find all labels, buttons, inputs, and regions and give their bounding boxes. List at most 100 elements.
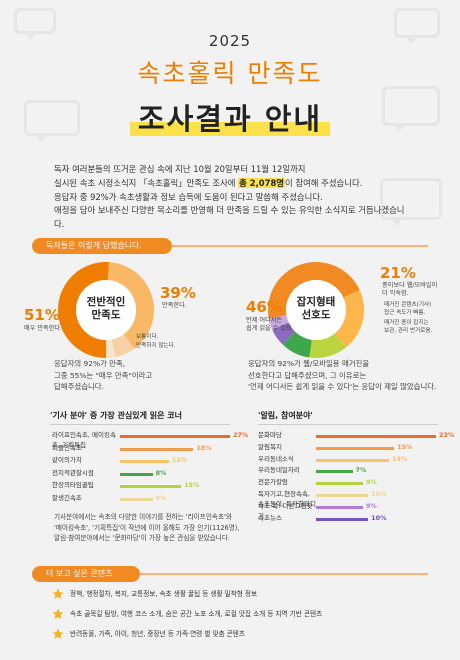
intro-paragraph: 독자 여러분들의 뜨거운 관심 속에 지난 10월 20일부터 11월 12일까… [54, 163, 414, 232]
donut-slice-1 [334, 290, 364, 348]
donut-slice-3 [282, 331, 312, 358]
satisfaction-donut-center-label: 전반적인 만족도 [86, 296, 126, 321]
list-divider [258, 424, 438, 425]
bar-value-label: 14% [392, 454, 408, 463]
bar [316, 505, 363, 509]
title-line1: 속초홀릭 만족도 [137, 59, 323, 88]
bar-label: 피플인속초 [52, 443, 82, 452]
bar [120, 485, 182, 488]
donut-slice-5 [268, 315, 289, 330]
label-line: 쉽게 읽을 수 있음. [246, 325, 294, 332]
satisfied-label: 만족한다. [162, 302, 187, 309]
bar-label: 라이프인속초, 메이킹속초, 기획특집 [52, 431, 116, 449]
web-mobile-label: 종이보다 웹/모바일이 더 익숙함. [382, 282, 437, 298]
bg-bubble-decoration [14, 8, 56, 40]
star-icon [52, 608, 64, 619]
bar-value-label: 7% [355, 466, 367, 475]
bar-label: 잘생긴속초 [52, 493, 82, 502]
section-label-wishes: 더 보고 싶은 콘텐츠 [32, 566, 140, 582]
bg-bubble-decoration [380, 178, 442, 226]
bar [120, 472, 153, 476]
intro-line: 독자 여러분들의 뜨거운 관심 속에 지난 10월 20일부터 11월 12일까… [54, 164, 306, 174]
star-icon [52, 628, 64, 639]
bar [316, 446, 395, 450]
bar-label: 같이의가치 [52, 456, 82, 464]
bg-bubble-decoration [24, 100, 80, 142]
bar-value-label: 15% [397, 442, 413, 451]
bar-row: 전문가칼럼 9% [258, 477, 460, 489]
label-line: 매거진 종이 잡지는 [384, 320, 429, 326]
bar-label: 우리동네소식 [258, 454, 294, 463]
intro-text: 실시된 속초 시정소식지 「속초홀릭」만족도 조사에 [54, 177, 239, 188]
bar-row: 한장의타임꿀팁 15% [52, 480, 260, 492]
bar-row: 잘생긴속초 8% [52, 493, 260, 505]
desc-line: 그중 55%는 "매우 만족"이라고 [54, 370, 153, 380]
bar-label: 속초뉴스 [258, 513, 282, 522]
label-line: 보관, 관리 번거로움. [384, 327, 433, 334]
bar-value-label: 27% [233, 431, 249, 439]
notice-section-title: '알림, 참여분야' [258, 411, 313, 420]
title-line2-wrap: 조사결과 안내 [129, 96, 331, 138]
donut-hole [76, 280, 136, 340]
bar-value-label: 9% [365, 501, 377, 510]
bar-label: 전문가칼럼 [258, 478, 288, 487]
bar-value-label: 23% [439, 431, 455, 439]
desc-line: '언제 어디서든 쉽게 읽을 수 있다'는 응답이 제일 많았습니다. [248, 382, 437, 391]
format-description: 응답자의 92%가 웹/모바일용 매거진을 선호한다고 답해주셨으며, 그 이유… [248, 358, 448, 393]
bar-label: 우리동네일자리 [258, 466, 300, 475]
label-line: 언제 어디서든 [246, 317, 283, 324]
format-preference-donut-chart [268, 262, 364, 358]
bar-label: 속초 쏙! 다른그림찾기 [258, 501, 313, 520]
bar-value-label: 8% [155, 468, 167, 477]
bar-value-label: 9% [365, 478, 377, 487]
bar-label: 한장의타임꿀팁 [52, 481, 94, 489]
donut-slice-0 [268, 262, 360, 319]
bar-value-label: 18% [196, 443, 212, 452]
bar-row: 우리동네소식 14% [258, 454, 460, 466]
title-line2: 조사결과 안내 [137, 102, 323, 136]
satisfaction-description: 응답자의 92%가 만족, 그중 55%는 "매우 만족"이라고 답해주셨습니다… [54, 358, 234, 393]
intro-text: 이 참여해 주셨습니다. [285, 177, 363, 188]
bar-label: 문화마당 [258, 431, 282, 439]
donut-slice-3 [106, 339, 115, 358]
label-line: 접근 속도가 빠름. [384, 309, 426, 316]
bg-bubble-decoration [382, 86, 440, 132]
web-mobile-pct: 21% [380, 264, 416, 282]
label-line: 종이보다 웹/모바일이 [382, 282, 438, 289]
bar-value-label: 10% [371, 513, 387, 522]
bar-label: 알림복지 [258, 442, 282, 451]
dissatisfied-callout: 만족하지 않는다. [136, 343, 176, 349]
wish-item: 속초 골목길 탐방, 여행 코스 소개, 숨은 공간 노포 소개, 로컬 맛집 … [70, 610, 323, 618]
label-line: 더 익숙함. [382, 290, 409, 297]
donut-slice-0 [57, 262, 110, 358]
donut-slice-2 [111, 334, 135, 358]
bar [316, 435, 436, 438]
desc-line: 응답자의 92%가 웹/모바일용 매거진을 [248, 359, 370, 368]
year-label: 2025 [208, 32, 252, 50]
format-donut-center-label: 잡지형태 선호도 [296, 296, 336, 321]
bar-row: 문화마당 23% [258, 430, 460, 442]
donut-slice-2 [309, 333, 347, 358]
bar-value-label: 15% [184, 481, 200, 489]
bar-row: 속초 쏙! 다른그림찾기 9% [258, 501, 460, 520]
bar-row: 라이프인속초, 메이킹속초, 기획특집 27% [52, 430, 260, 449]
anywhere-pct: 46% [246, 298, 282, 316]
bg-bubble-decoration [394, 8, 440, 44]
bar-label: 전지적관찰시점 [52, 468, 94, 477]
bar-row: 알림복지 15% [258, 442, 460, 454]
desc-line: 응답자의 92%가 만족, [54, 359, 126, 368]
bar-value-label: 12% [171, 456, 188, 464]
very-satisfied-label: 매우 만족한다. [24, 325, 63, 332]
anywhere-label: 언제 어디서든 쉽게 읽을 수 있음. [246, 317, 294, 333]
bar [120, 497, 153, 501]
bar [120, 460, 169, 463]
access-speed-callout: 매거진 콘텐츠(기사) 접근 속도가 빠름. [384, 302, 431, 317]
desc-line: 알림·참여분야에서는 '문화마당'이 가장 높은 관심을 받았습니다. [54, 534, 231, 542]
section-divider [140, 573, 428, 575]
list-divider [50, 424, 230, 425]
bar-row: 전지적관찰시점 8% [52, 468, 260, 480]
participant-count: 총 2,078명 [238, 177, 285, 188]
storage-callout: 매거진 종이 잡지는 보관, 관리 번거로움. [384, 320, 432, 335]
satisfied-pct: 39% [160, 284, 196, 302]
donut-slice-4 [272, 322, 296, 345]
